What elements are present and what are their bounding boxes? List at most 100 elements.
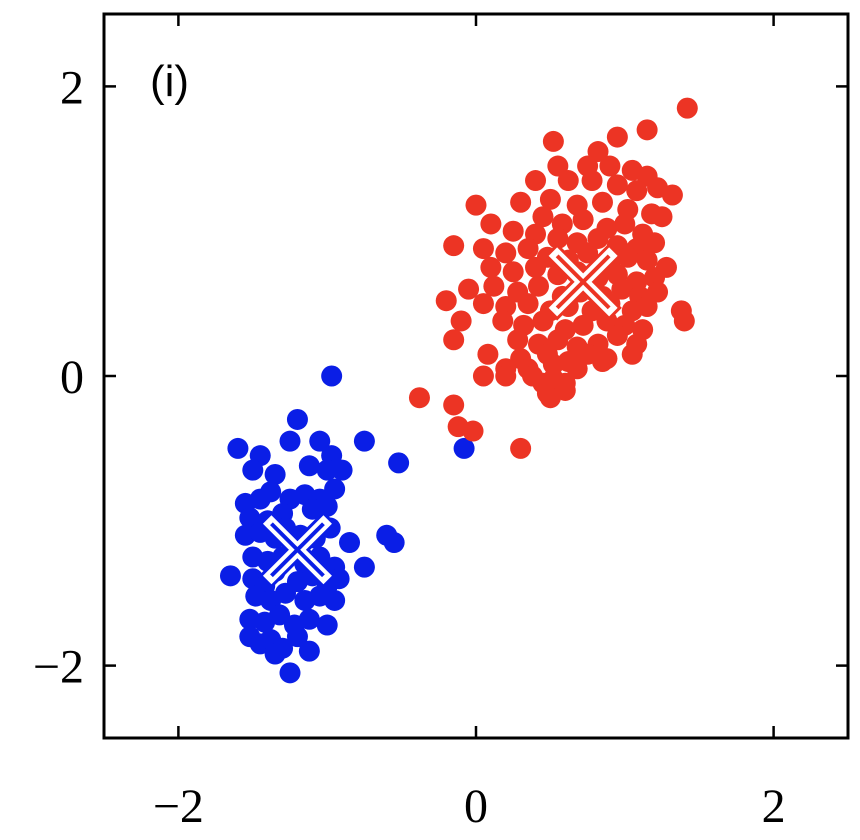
scatter-point-s0-61: [298, 608, 320, 630]
ticks-layer: −2 0 2 −2 0 2: [33, 14, 848, 833]
points-layer: [219, 97, 698, 684]
scatter-point-s0-4: [286, 408, 308, 430]
scatter-point-s1-112: [495, 365, 517, 387]
scatter-point-s1-99: [477, 343, 499, 365]
scatter-point-s1-7: [599, 155, 621, 177]
scatter-point-s1-34: [547, 227, 569, 249]
scatter-point-s1-16: [661, 184, 683, 206]
scatter-point-s1-121: [443, 394, 465, 416]
scatter-point-s1-63: [527, 275, 549, 297]
x-tick-label-1: 0: [464, 780, 488, 833]
scatter-point-s1-80: [450, 310, 472, 332]
scatter-point-s1-81: [492, 310, 514, 332]
scatter-point-s1-30: [651, 206, 673, 228]
scatter-point-s1-4: [587, 141, 609, 163]
scatter-point-s1-42: [495, 242, 517, 264]
scatter-point-s1-40: [443, 235, 465, 257]
scatter-point-s1-83: [532, 310, 554, 332]
scatter-point-s0-35: [383, 532, 405, 554]
scatter-point-s0-25: [316, 495, 338, 517]
scatter-point-s1-53: [525, 256, 547, 278]
scatter-point-s1-52: [502, 261, 524, 283]
scatter-point-s0-7: [353, 430, 375, 452]
scatter-point-s1-92: [507, 329, 529, 351]
scatter-point-s1-43: [517, 238, 539, 260]
scatter-point-s1-60: [458, 278, 480, 300]
scatter-point-s0-0: [321, 365, 343, 387]
scatter-point-s0-1: [227, 437, 249, 459]
scatter-point-s0-5: [309, 430, 331, 452]
scatter-point-s0-42: [353, 556, 375, 578]
y-tick-label-0: −2: [33, 641, 84, 694]
scatter-point-s1-1: [636, 119, 658, 141]
scatter-point-s1-48: [617, 246, 639, 268]
scatter-point-s0-12: [316, 459, 338, 481]
scatter-point-s1-32: [502, 220, 524, 242]
scatter-point-s1-73: [517, 293, 539, 315]
scatter-point-s1-79: [636, 295, 658, 317]
scatter-point-s1-3: [542, 130, 564, 152]
scatter-point-s0-21: [239, 507, 261, 529]
scatter-point-s1-13: [606, 174, 628, 196]
scatter-point-s1-111: [472, 365, 494, 387]
scatter-point-s0-67: [286, 626, 308, 648]
scatter-point-s0-59: [269, 604, 291, 626]
scatter-point-s1-109: [566, 358, 588, 380]
scatter-point-s0-10: [264, 463, 286, 485]
scatter-point-s0-33: [339, 532, 361, 554]
scatter-point-s1-14: [626, 180, 648, 202]
scatter-point-s0-53: [275, 582, 297, 604]
scatter-point-s1-91: [443, 329, 465, 351]
scatter-point-s1-23: [510, 191, 532, 213]
scatter-point-s0-56: [324, 589, 346, 611]
scatter-point-s1-105: [621, 343, 643, 365]
scatter-point-s1-120: [408, 387, 430, 409]
scatter-point-s1-61: [483, 275, 505, 297]
scatter-point-s0-68: [298, 640, 320, 662]
scatter-point-s1-94: [547, 329, 569, 351]
scatter-point-s1-69: [647, 281, 669, 303]
panel-label: (i): [150, 57, 189, 106]
scatter-point-s1-26: [572, 209, 594, 231]
scatter-point-s0-70: [279, 662, 301, 684]
centroid-marker-1: [544, 243, 622, 321]
scatter-point-s0-8: [388, 452, 410, 474]
scatter-point-s0-16: [260, 481, 282, 503]
scatter-point-s1-22: [465, 194, 487, 216]
scatter-point-s1-24: [532, 206, 554, 228]
scatter-point-s1-12: [581, 170, 603, 192]
scatter-point-s0-13: [331, 459, 353, 481]
centroid-layer: [258, 243, 622, 589]
y-tick-label-2: 2: [60, 61, 84, 114]
scatter-point-s0-9: [242, 459, 264, 481]
scatter-point-s1-17: [539, 188, 561, 210]
scatter-point-s1-28: [614, 213, 636, 235]
scatter-point-s0-69: [264, 643, 286, 665]
scatter-point-s1-71: [472, 293, 494, 315]
scatter-point-s1-31: [480, 213, 502, 235]
scatter-point-s1-108: [542, 353, 564, 375]
scatter-point-s1-123: [462, 420, 484, 442]
scatter-point-s0-62: [316, 614, 338, 636]
scatter-point-s1-51: [480, 256, 502, 278]
scatter-point-s1-41: [472, 238, 494, 260]
scatter-point-s1-19: [591, 191, 613, 213]
scatter-point-s1-70: [435, 290, 457, 312]
scatter-point-s1-39: [644, 232, 666, 254]
scatter-point-s1-46: [577, 242, 599, 264]
scatter-point-s1-85: [572, 314, 594, 336]
scatter-point-s0-43: [219, 565, 241, 587]
scatter-point-s1-11: [557, 170, 579, 192]
scatter-point-s1-124: [510, 437, 532, 459]
x-tick-label-0: −2: [153, 780, 204, 833]
y-tick-label-1: 0: [60, 351, 84, 404]
scatter-point-s1-36: [587, 227, 609, 249]
scatter-point-s1-97: [606, 324, 628, 346]
scatter-point-s0-71: [453, 437, 475, 459]
scatter-point-s1-2: [606, 126, 628, 148]
scatter-point-s1-49: [636, 249, 658, 271]
scatter-point-s1-110: [591, 351, 613, 373]
scatter-point-s1-67: [611, 278, 633, 300]
scatter-point-s1-119: [554, 379, 576, 401]
